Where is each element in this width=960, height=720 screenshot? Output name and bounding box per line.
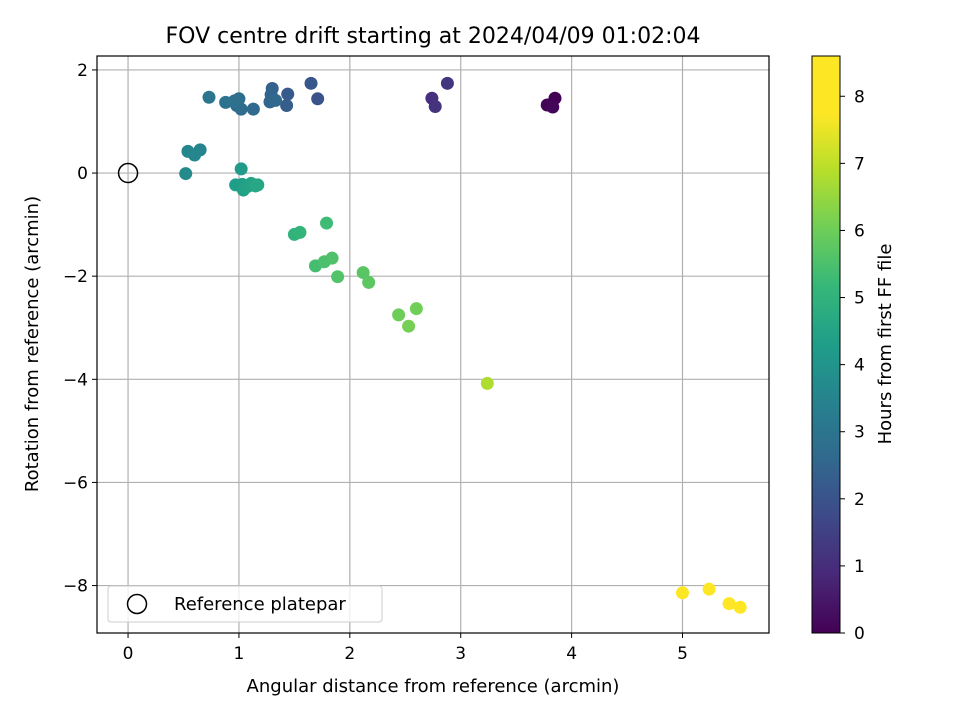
data-point xyxy=(304,76,318,90)
y-tick-label: −2 xyxy=(63,267,88,287)
colorbar-ticks: 0 1 2 3 4 5 6 7 8 xyxy=(840,87,865,644)
data-point xyxy=(179,167,193,181)
x-axis-ticks: 0 1 2 3 4 5 xyxy=(123,633,688,664)
legend-marker xyxy=(126,593,148,615)
data-point xyxy=(362,275,376,289)
data-points xyxy=(179,76,747,614)
data-point xyxy=(249,179,263,193)
x-tick-label: 4 xyxy=(566,644,577,664)
data-point xyxy=(428,100,442,114)
plot-frame xyxy=(96,55,770,634)
chart-title: FOV centre drift starting at 2024/04/09 … xyxy=(166,24,701,49)
data-point xyxy=(281,87,295,101)
data-point xyxy=(311,92,325,106)
data-point xyxy=(188,148,202,162)
colorbar-tick-label: 4 xyxy=(854,356,865,376)
y-tick-label: −4 xyxy=(63,370,88,390)
y-axis-ticks: 2 0 −2 −4 −6 −8 xyxy=(63,61,97,597)
y-tick-label: −8 xyxy=(63,577,88,597)
colorbar-tick-label: 5 xyxy=(854,289,865,309)
y-tick-label: 2 xyxy=(77,61,88,81)
x-tick-label: 5 xyxy=(677,644,688,664)
y-tick-label: 0 xyxy=(77,164,88,184)
data-point xyxy=(269,93,283,107)
reference-platepar-marker xyxy=(117,162,139,184)
legend-label: Reference platepar xyxy=(174,594,346,615)
y-axis-label: Rotation from reference (arcmin) xyxy=(22,196,43,492)
data-point xyxy=(480,376,494,390)
grid-lines xyxy=(97,56,769,633)
data-point xyxy=(219,95,233,109)
colorbar-tick-label: 6 xyxy=(854,221,865,241)
data-point xyxy=(702,582,716,596)
colorbar-tick-label: 2 xyxy=(854,490,865,510)
data-point xyxy=(325,251,339,265)
data-point xyxy=(409,302,423,316)
data-point xyxy=(392,308,406,322)
x-tick-label: 3 xyxy=(455,644,466,664)
colorbar: 0 1 2 3 4 5 6 7 8 Hours from first FF file xyxy=(811,55,896,644)
colorbar-tick-label: 1 xyxy=(854,557,865,577)
colorbar-tick-label: 0 xyxy=(854,624,865,644)
legend-box xyxy=(107,585,383,623)
legend: Reference platepar xyxy=(107,585,383,623)
colorbar-tick-label: 7 xyxy=(854,154,865,174)
data-point xyxy=(356,266,370,280)
x-tick-label: 1 xyxy=(234,644,245,664)
data-point xyxy=(440,76,454,90)
colorbar-label: Hours from first FF file xyxy=(875,244,896,445)
data-point xyxy=(280,99,294,113)
data-point xyxy=(722,597,736,611)
data-point xyxy=(733,600,747,614)
x-axis-label: Angular distance from reference (arcmin) xyxy=(247,676,620,697)
data-point xyxy=(402,319,416,333)
x-tick-label: 0 xyxy=(123,644,134,664)
y-tick-label: −6 xyxy=(63,473,88,493)
data-point xyxy=(546,100,560,114)
colorbar-tick-label: 8 xyxy=(854,87,865,107)
reference-marker-layer xyxy=(117,162,139,184)
data-point xyxy=(293,225,307,239)
data-point xyxy=(331,270,345,284)
data-point xyxy=(676,586,690,600)
x-tick-label: 2 xyxy=(344,644,355,664)
colorbar-tick-label: 3 xyxy=(854,423,865,443)
data-point xyxy=(320,216,334,230)
data-point xyxy=(202,90,216,104)
data-point xyxy=(246,102,260,116)
colorbar-gradient xyxy=(811,55,841,634)
data-point xyxy=(234,162,248,176)
